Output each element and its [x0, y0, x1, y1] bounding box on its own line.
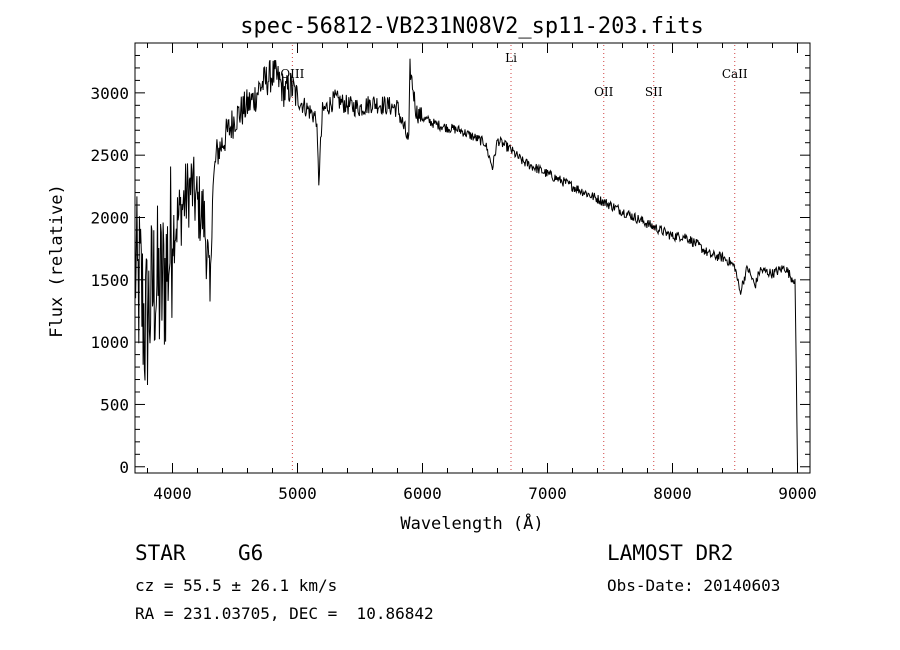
observation-date: Obs-Date: 20140603 [607, 576, 781, 595]
spectrum-chart: spec-56812-VB231N08V2_sp11-203.fits 4000… [47, 14, 817, 534]
x-tick-label: 9000 [778, 484, 817, 503]
spectrum-line [134, 58, 798, 467]
object-class: STAR [135, 541, 186, 565]
spectral-line-label: SII [645, 85, 663, 99]
chart-title: spec-56812-VB231N08V2_sp11-203.fits [240, 14, 704, 39]
survey-name: LAMOST DR2 [607, 541, 734, 565]
y-tick-label: 500 [100, 395, 129, 414]
spectral-line-label: CaII [722, 67, 748, 81]
y-axis-label: Flux (relative) [47, 184, 67, 338]
y-tick-label: 2500 [90, 146, 129, 165]
y-tick-label: 1000 [90, 333, 129, 352]
x-tick-label: 7000 [528, 484, 567, 503]
coordinates: RA = 231.03705, DEC = 10.86842 [135, 604, 434, 623]
spectral-line-markers: OIII Li OII SII CaII [280, 45, 748, 473]
x-axis-label: Wavelength (Å) [400, 512, 543, 534]
spectral-line-label: OIII [280, 67, 304, 81]
y-tick-label: 0 [119, 458, 129, 477]
x-tick-label: 6000 [403, 484, 442, 503]
spectral-line-label: OII [594, 85, 614, 99]
spectral-subclass: G6 [238, 541, 264, 565]
x-tick-label: 5000 [278, 484, 317, 503]
plot-frame [134, 42, 811, 474]
spectral-line-label: Li [505, 51, 517, 65]
axis-ticks: 4000 5000 6000 7000 8000 9000 0 500 1000 1500 2000… [90, 43, 817, 503]
x-tick-label: 4000 [153, 484, 192, 503]
redshift-cz: cz = 55.5 ± 26.1 km/s [135, 576, 338, 595]
x-tick-label: 8000 [653, 484, 692, 503]
y-tick-label: 2000 [90, 208, 129, 227]
y-tick-label: 3000 [90, 84, 129, 103]
y-tick-label: 1500 [90, 271, 129, 290]
